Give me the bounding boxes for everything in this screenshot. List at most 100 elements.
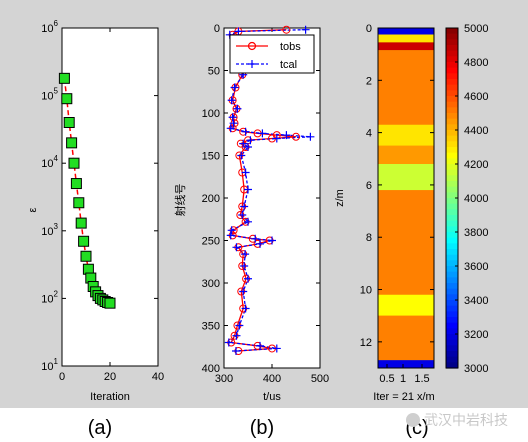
colorbar-segment	[446, 260, 458, 267]
y-tick-label: 50	[208, 66, 220, 78]
colorbar-segment	[446, 124, 458, 131]
colorbar-segment	[446, 73, 458, 80]
legend-tobs-marker	[247, 41, 257, 51]
y-tick-label: 104	[41, 154, 58, 170]
heatmap-layer	[378, 145, 434, 164]
y-tick-label: 250	[202, 236, 220, 248]
y-tick-label: 2	[366, 75, 372, 87]
watermark: 武汉中岩科技	[406, 412, 508, 428]
heatmap-layer	[378, 294, 434, 316]
tcal-marker	[241, 304, 250, 313]
colorbar-segment	[446, 305, 458, 312]
y-tick-label: 6	[366, 180, 372, 192]
colorbar-segment	[446, 79, 458, 86]
tcal-marker	[282, 131, 291, 140]
tcal-marker	[306, 132, 315, 141]
epsilon-marker	[73, 197, 85, 209]
colorbar-segment	[446, 322, 458, 329]
colorbar-segment	[446, 237, 458, 244]
epsilon-marker	[68, 157, 80, 169]
y-tick-label: 10	[360, 285, 372, 297]
colorbar-segment	[446, 90, 458, 97]
colorbar-segment	[446, 101, 458, 108]
y-tick-label: 101	[41, 357, 58, 373]
colorbar-tick-label: 4600	[464, 91, 488, 103]
colorbar-segment	[446, 84, 458, 91]
colorbar-tick-label: 4800	[464, 57, 488, 69]
colorbar-segment	[446, 356, 458, 363]
tcal-marker	[232, 331, 241, 340]
x-tick-label: 20	[104, 371, 116, 383]
x-tick-label: 0	[59, 371, 65, 383]
colorbar-segment	[446, 215, 458, 222]
y-tick-label: 100	[202, 108, 220, 120]
legend-box	[229, 34, 315, 74]
colorbar-segment	[446, 283, 458, 290]
y-tick-label: 0	[366, 23, 372, 35]
colorbar-segment	[446, 147, 458, 154]
colorbar-tick-label: 3600	[464, 261, 488, 273]
colorbar-segment	[446, 345, 458, 352]
tcal-marker	[232, 243, 241, 252]
colorbar-segment	[446, 118, 458, 125]
colorbar-segment	[446, 135, 458, 142]
tcal-marker	[232, 347, 240, 355]
x-tick-label: 400	[263, 373, 281, 385]
tcal-marker	[235, 321, 244, 330]
panel-c-heatmap	[378, 28, 434, 368]
tobs-marker	[282, 25, 291, 34]
panel-a-axes	[61, 27, 159, 367]
x-tick-label: 1	[400, 373, 406, 385]
tcal-marker	[301, 25, 310, 34]
colorbar-segment	[446, 62, 458, 69]
colorbar-segment	[446, 164, 458, 171]
heatmap-layer	[378, 360, 434, 368]
panel-c-ticks: 0 2 4 6 8 10 12 0.5 1 1.5	[360, 23, 434, 385]
colorbar-segment	[446, 277, 458, 284]
colorbar-segment	[446, 294, 458, 301]
colorbar-segment	[446, 300, 458, 307]
colorbar-segment	[446, 50, 458, 57]
tcal-marker	[244, 274, 252, 283]
heatmap-layer	[378, 190, 434, 295]
panel-b-ylabel: 射线号	[173, 184, 187, 217]
colorbar-segment	[446, 181, 458, 188]
panel-a-ylabel: ε	[27, 207, 39, 212]
colorbar-segment	[446, 130, 458, 137]
tcal-marker	[240, 262, 249, 270]
tcal-marker	[233, 104, 242, 113]
caption-b: (b)	[250, 417, 274, 439]
colorbar-segment	[446, 28, 458, 35]
colorbar-segment	[446, 226, 458, 233]
colorbar-segment	[446, 198, 458, 205]
y-tick-label: 4	[366, 128, 372, 140]
tcal-marker	[230, 83, 239, 92]
colorbar-segment	[446, 243, 458, 250]
colorbar-tick-label: 3200	[464, 329, 488, 341]
epsilon-marker	[80, 250, 92, 262]
epsilon-marker	[104, 297, 116, 309]
y-tick-label: 0	[214, 23, 220, 35]
colorbar-tick-label: 3800	[464, 227, 488, 239]
tcal-marker	[272, 344, 281, 353]
colorbar-segment	[446, 254, 458, 261]
colorbar-segment	[446, 186, 458, 193]
tcal-marker	[234, 27, 243, 36]
tcal-marker	[239, 139, 248, 148]
colorbar-segment	[446, 339, 458, 346]
x-tick-label: 0.5	[379, 373, 394, 385]
y-tick-label: 8	[366, 232, 372, 244]
y-tick-label: 12	[360, 337, 372, 349]
colorbar-segment	[446, 271, 458, 278]
epsilon-marker	[61, 93, 73, 105]
colorbar-segment	[446, 209, 458, 216]
colorbar-segment	[446, 203, 458, 210]
heatmap-layer	[378, 315, 434, 361]
heatmap-layer	[378, 34, 434, 43]
tcal-marker	[241, 168, 250, 177]
x-tick-label: 1.5	[414, 373, 429, 385]
heatmap-layer	[378, 124, 434, 146]
